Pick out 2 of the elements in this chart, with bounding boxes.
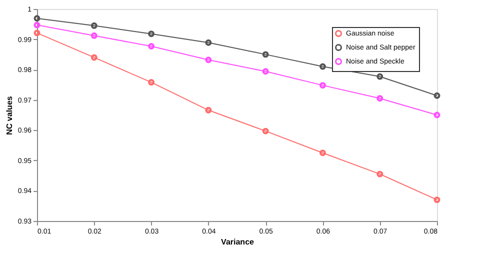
x-axis-title: Variance: [221, 238, 255, 246]
y-axis-title: NC values: [4, 96, 14, 135]
